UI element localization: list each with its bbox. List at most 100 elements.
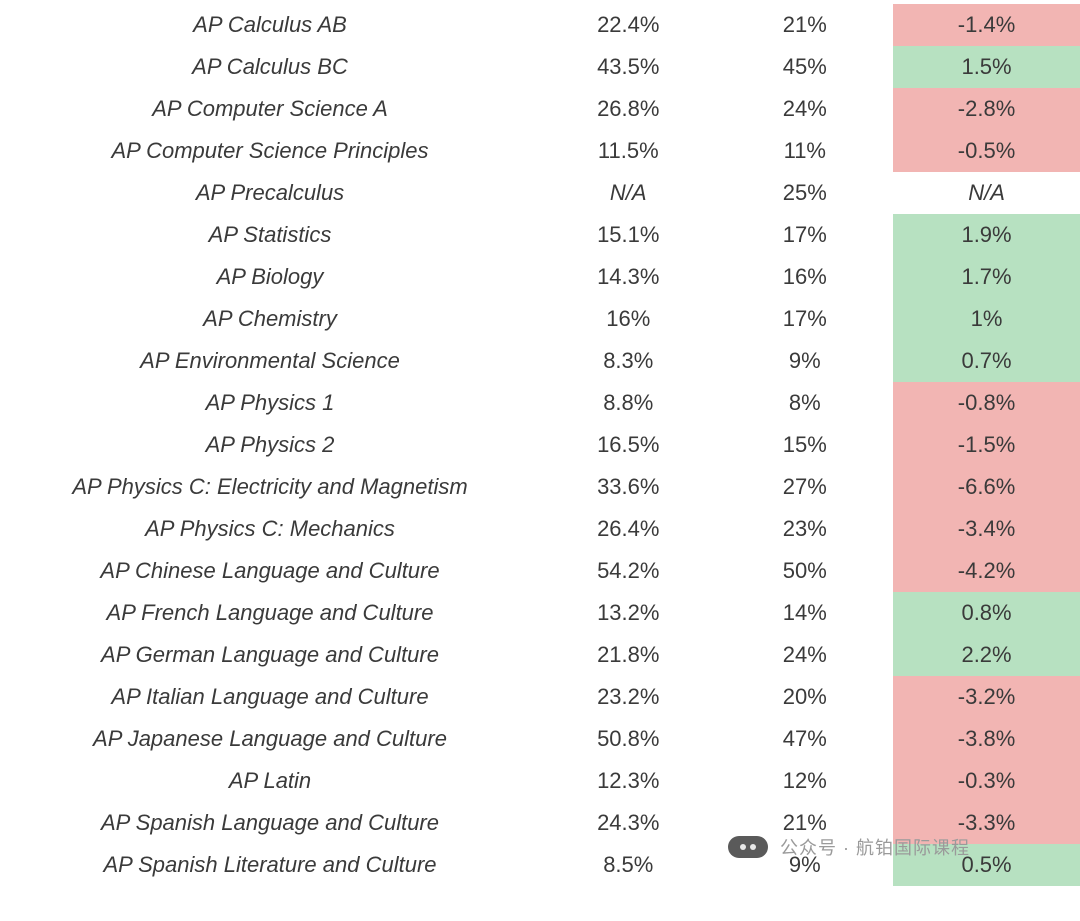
value-prev: 15.1% <box>540 214 717 256</box>
course-name: AP Environmental Science <box>0 340 540 382</box>
value-curr: 17% <box>717 298 894 340</box>
course-name: AP Computer Science A <box>0 88 540 130</box>
value-prev: 16.5% <box>540 424 717 466</box>
value-prev: 43.5% <box>540 46 717 88</box>
course-name: AP Calculus AB <box>0 4 540 46</box>
value-change: -0.5% <box>893 130 1080 172</box>
watermark: 公众号 · 航铂国际课程 <box>728 834 970 860</box>
value-prev: 8.3% <box>540 340 717 382</box>
value-change: 1.5% <box>893 46 1080 88</box>
value-change: -2.8% <box>893 88 1080 130</box>
value-curr: 50% <box>717 550 894 592</box>
table-row: AP Chemistry16%17%1% <box>0 298 1080 340</box>
watermark-label: 公众号 · 航铂国际课程 <box>780 834 970 860</box>
table-row: AP Calculus AB22.4%21%-1.4% <box>0 4 1080 46</box>
course-name: AP Computer Science Principles <box>0 130 540 172</box>
value-curr: 24% <box>717 88 894 130</box>
course-name: AP Calculus BC <box>0 46 540 88</box>
value-curr: 11% <box>717 130 894 172</box>
value-curr: 17% <box>717 214 894 256</box>
table-row: AP Computer Science A26.8%24%-2.8% <box>0 88 1080 130</box>
value-change: -3.4% <box>893 508 1080 550</box>
value-prev: 26.4% <box>540 508 717 550</box>
value-prev: 54.2% <box>540 550 717 592</box>
table-row: AP Physics C: Mechanics26.4%23%-3.4% <box>0 508 1080 550</box>
value-curr: 15% <box>717 424 894 466</box>
value-curr: 25% <box>717 172 894 214</box>
course-name: AP French Language and Culture <box>0 592 540 634</box>
course-name: AP Japanese Language and Culture <box>0 718 540 760</box>
table-row: AP German Language and Culture21.8%24%2.… <box>0 634 1080 676</box>
course-name: AP Spanish Language and Culture <box>0 802 540 844</box>
value-change: 2.2% <box>893 634 1080 676</box>
value-prev: 8.8% <box>540 382 717 424</box>
table-row: AP Physics 216.5%15%-1.5% <box>0 424 1080 466</box>
course-name: AP Physics C: Electricity and Magnetism <box>0 466 540 508</box>
value-change: 1% <box>893 298 1080 340</box>
value-change: -0.3% <box>893 760 1080 802</box>
value-curr: 20% <box>717 676 894 718</box>
ap-scores-table: AP Calculus AB22.4%21%-1.4%AP Calculus B… <box>0 4 1080 886</box>
course-name: AP Physics 1 <box>0 382 540 424</box>
table-row: AP Japanese Language and Culture50.8%47%… <box>0 718 1080 760</box>
course-name: AP Precalculus <box>0 172 540 214</box>
value-change: 0.8% <box>893 592 1080 634</box>
value-prev: 22.4% <box>540 4 717 46</box>
course-name: AP Chemistry <box>0 298 540 340</box>
value-change: -6.6% <box>893 466 1080 508</box>
value-prev: 13.2% <box>540 592 717 634</box>
value-prev: 23.2% <box>540 676 717 718</box>
value-change: -0.8% <box>893 382 1080 424</box>
value-change: 1.9% <box>893 214 1080 256</box>
table-row: AP Italian Language and Culture23.2%20%-… <box>0 676 1080 718</box>
table-row: AP Latin12.3%12%-0.3% <box>0 760 1080 802</box>
table-row: AP PrecalculusN/A25%N/A <box>0 172 1080 214</box>
course-name: AP Italian Language and Culture <box>0 676 540 718</box>
value-prev: 21.8% <box>540 634 717 676</box>
course-name: AP Physics 2 <box>0 424 540 466</box>
value-prev: 33.6% <box>540 466 717 508</box>
course-name: AP Chinese Language and Culture <box>0 550 540 592</box>
value-prev: 14.3% <box>540 256 717 298</box>
table-row: AP Statistics15.1%17%1.9% <box>0 214 1080 256</box>
value-curr: 16% <box>717 256 894 298</box>
value-change: -4.2% <box>893 550 1080 592</box>
table-row: AP Environmental Science8.3%9%0.7% <box>0 340 1080 382</box>
value-curr: 23% <box>717 508 894 550</box>
table-row: AP Physics 18.8%8%-0.8% <box>0 382 1080 424</box>
value-curr: 47% <box>717 718 894 760</box>
table-row: AP Calculus BC43.5%45%1.5% <box>0 46 1080 88</box>
value-prev: 24.3% <box>540 802 717 844</box>
value-change: 0.7% <box>893 340 1080 382</box>
table-row: AP Physics C: Electricity and Magnetism3… <box>0 466 1080 508</box>
course-name: AP Biology <box>0 256 540 298</box>
value-curr: 27% <box>717 466 894 508</box>
value-curr: 12% <box>717 760 894 802</box>
value-prev: 11.5% <box>540 130 717 172</box>
table-row: AP Biology14.3%16%1.7% <box>0 256 1080 298</box>
course-name: AP Statistics <box>0 214 540 256</box>
value-prev: 12.3% <box>540 760 717 802</box>
value-curr: 8% <box>717 382 894 424</box>
value-change: 1.7% <box>893 256 1080 298</box>
table-row: AP Chinese Language and Culture54.2%50%-… <box>0 550 1080 592</box>
value-prev: 26.8% <box>540 88 717 130</box>
value-curr: 14% <box>717 592 894 634</box>
watermark-pill-icon <box>728 836 768 858</box>
course-name: AP Spanish Literature and Culture <box>0 844 540 886</box>
value-prev: 16% <box>540 298 717 340</box>
table-row: AP Computer Science Principles11.5%11%-0… <box>0 130 1080 172</box>
value-prev: 50.8% <box>540 718 717 760</box>
value-change: -3.8% <box>893 718 1080 760</box>
value-prev: N/A <box>540 172 717 214</box>
value-change: -1.5% <box>893 424 1080 466</box>
value-curr: 21% <box>717 4 894 46</box>
course-name: AP German Language and Culture <box>0 634 540 676</box>
table-row: AP French Language and Culture13.2%14%0.… <box>0 592 1080 634</box>
value-curr: 24% <box>717 634 894 676</box>
course-name: AP Latin <box>0 760 540 802</box>
course-name: AP Physics C: Mechanics <box>0 508 540 550</box>
value-curr: 9% <box>717 340 894 382</box>
value-curr: 45% <box>717 46 894 88</box>
value-prev: 8.5% <box>540 844 717 886</box>
